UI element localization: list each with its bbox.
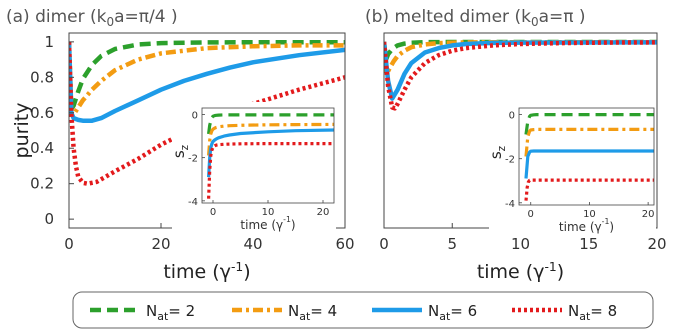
inset-series-line-nat-8 xyxy=(524,178,654,201)
x-tick-label: 0 xyxy=(379,235,389,253)
x-axis-label: time (γ-1) xyxy=(477,260,564,283)
legend-box xyxy=(72,291,654,329)
x-tick-label: 0 xyxy=(64,235,74,253)
series-line-nat-8 xyxy=(384,40,657,111)
panel-b: 0 5 10 15 20 (b) melted dimer (k0a=π ) time (γ… xyxy=(365,7,667,283)
inset-y-tick-label: 0 xyxy=(509,111,515,122)
series-line-nat-4 xyxy=(384,39,657,77)
legend-label-nat-4: Nat= 4 xyxy=(288,302,337,323)
inset-x-tick-label: 20 xyxy=(642,209,655,220)
y-tick-label: 0 xyxy=(44,210,54,228)
legend-label-nat-2: Nat= 2 xyxy=(146,302,195,323)
y-tick-label: 0.2 xyxy=(30,175,54,193)
legend-label-nat-8: Nat= 8 xyxy=(568,302,617,323)
x-tick-label: 15 xyxy=(579,235,598,253)
inset-background xyxy=(489,102,656,235)
inset-x-axis-label: time (γ-1) xyxy=(240,215,295,232)
x-tick-label: 10 xyxy=(511,235,530,253)
y-tick-label: 0.6 xyxy=(30,104,54,122)
x-tick-label: 20 xyxy=(151,235,170,253)
panel-a: 0 20 40 60 0 0.2 0.4 0.6 0.8 1 (a) dimer (k0a=π/4 … xyxy=(6,7,355,283)
series-line-nat-4 xyxy=(69,41,345,117)
x-tick-label: 60 xyxy=(335,235,354,253)
inset: 0 10 20 0 -2 -4 time (γ-1) sz xyxy=(170,102,336,233)
inset-series-group xyxy=(524,112,654,201)
inset-frame xyxy=(518,107,655,206)
inset-x-tick-label: 0 xyxy=(210,207,216,218)
inset-x-tick-label: 10 xyxy=(262,207,275,218)
inset-series-line-nat-8 xyxy=(207,142,334,199)
legend-label-nat-6: Nat= 6 xyxy=(428,302,477,323)
inset-x-tick-label: 0 xyxy=(528,209,534,220)
inset-y-tick-label: -4 xyxy=(188,197,198,208)
inset-x-tick-label: 10 xyxy=(583,209,596,220)
series-line-nat-6 xyxy=(384,40,657,101)
inset-background xyxy=(172,102,336,233)
series-line-nat-6 xyxy=(69,41,345,123)
series-line-nat-2 xyxy=(69,39,345,112)
inset-y-tick-label: -2 xyxy=(505,155,515,166)
x-tick-label: 40 xyxy=(243,235,262,253)
inset-series-line-nat-6 xyxy=(524,149,654,179)
inset-y-tick-label: -2 xyxy=(188,154,198,165)
inset-series-line-nat-6 xyxy=(207,128,334,178)
inset-x-axis-label: time (γ-1) xyxy=(559,217,614,234)
inset-series-line-nat-4 xyxy=(524,127,654,157)
x-axis-label: time (γ-1) xyxy=(163,260,250,283)
y-tick-label: 1 xyxy=(44,33,54,51)
legend: Nat= 2 Nat= 4 Nat= 6 Nat= 8 xyxy=(72,291,654,329)
y-axis-label: purity xyxy=(11,103,33,159)
inset-y-tick-label: -4 xyxy=(505,199,515,210)
y-tick-label: 0.4 xyxy=(30,139,54,157)
inset-series-line-nat-2 xyxy=(524,112,654,135)
x-tick-label: 5 xyxy=(447,235,457,253)
inset-x-tick-label: 20 xyxy=(317,207,330,218)
inset-series-line-nat-4 xyxy=(207,122,334,156)
inset-y-axis-label: sz xyxy=(170,144,191,158)
inset-y-axis-label: sz xyxy=(487,145,508,159)
inset-y-tick-label: 0 xyxy=(192,110,198,121)
inset-series-group xyxy=(207,113,334,199)
panel-title: (a) dimer (k0a=π/4 ) xyxy=(6,7,178,29)
panel-title: (b) melted dimer (k0a=π ) xyxy=(365,7,586,29)
y-tick-label: 0.8 xyxy=(30,68,54,86)
series-group xyxy=(384,39,657,111)
inset-series-line-nat-2 xyxy=(207,113,334,135)
inset: 0 10 20 0 -2 -4 time (γ-1) sz xyxy=(487,102,656,235)
x-tick-label: 20 xyxy=(647,235,666,253)
